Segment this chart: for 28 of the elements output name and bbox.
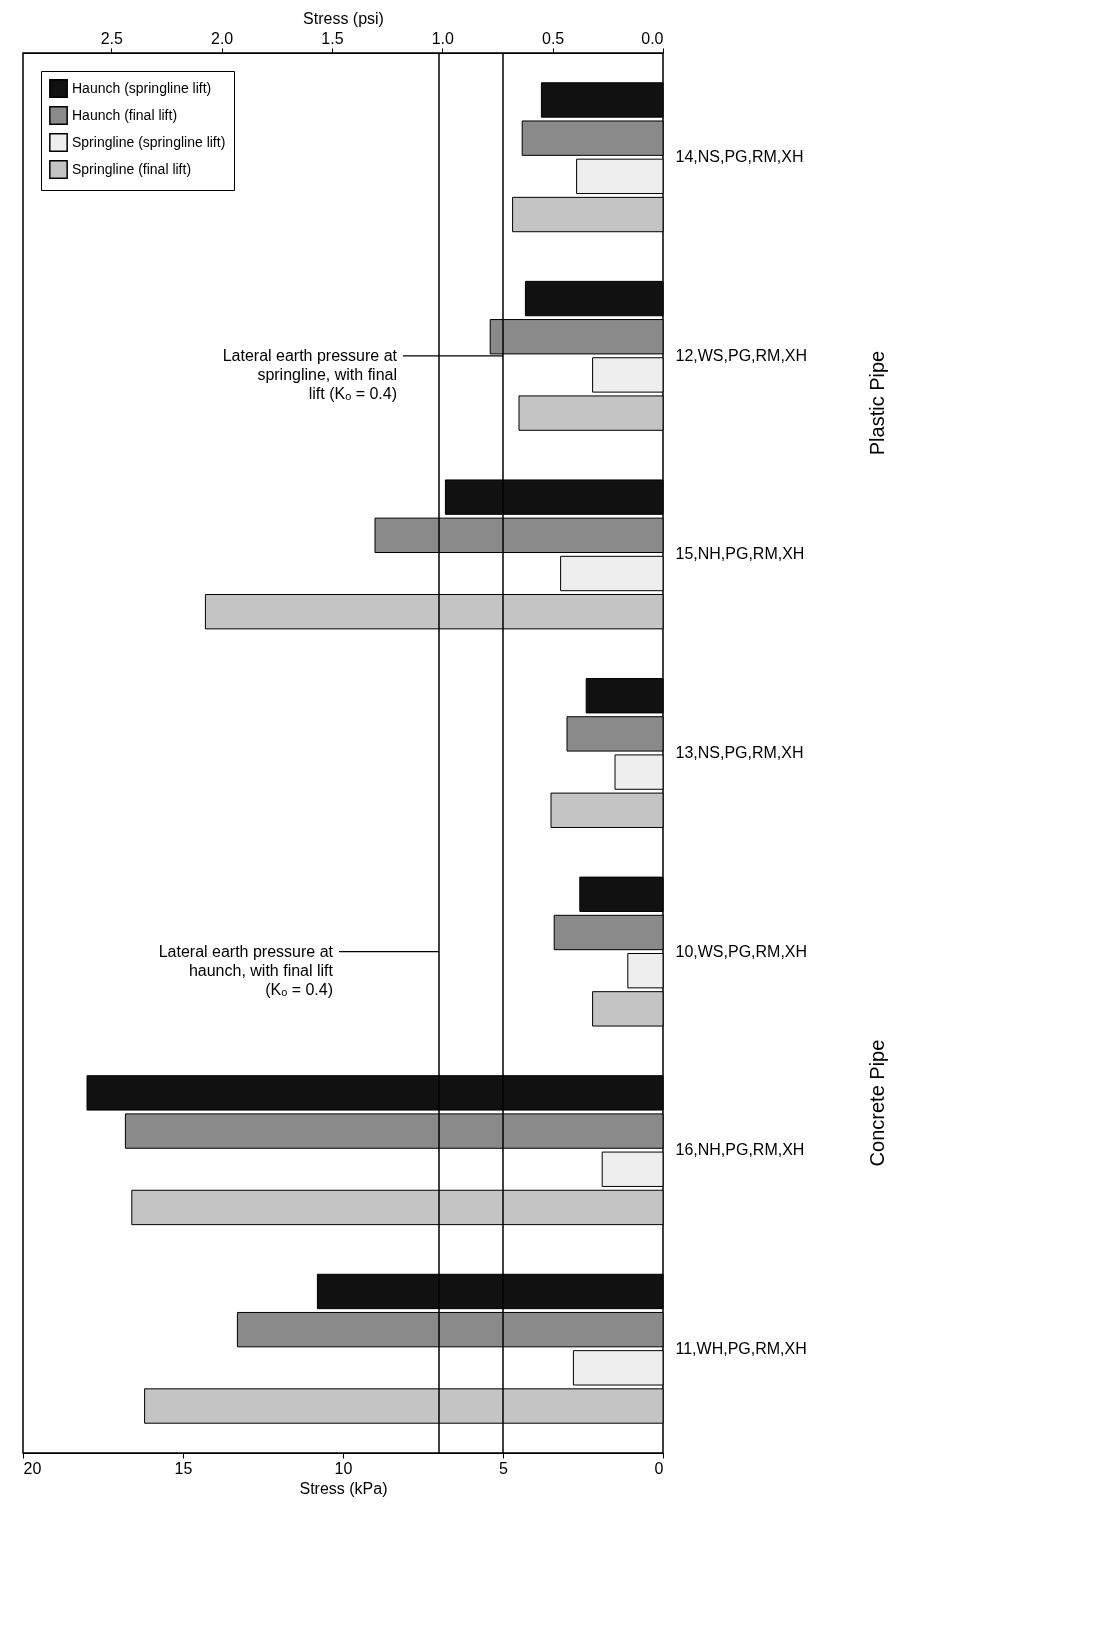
- y-tick-label: 16,NH,PG,RM,XH: [675, 1141, 805, 1159]
- x2-tick-label: 1.5: [321, 29, 344, 47]
- legend-label: Springline (final lift): [72, 160, 192, 177]
- annotation: Lateral earth pressure at haunch, with final lift (Kₒ = 0.4): [158, 942, 334, 998]
- legend-label: Springline (springline lift): [72, 133, 226, 150]
- x-tick-label: 0: [654, 1459, 664, 1477]
- x2-axis-title: Stress (psi): [303, 9, 384, 27]
- y-tick-label: 13,NS,PG,RM,XH: [675, 744, 804, 761]
- x2-tick-label: 2.0: [211, 29, 234, 47]
- x2-tick-label: 0.5: [542, 29, 565, 47]
- x-tick-label: 15: [174, 1459, 193, 1477]
- y-tick-label: 12,WS,PG,RM,XH: [675, 346, 808, 364]
- x2-tick-label: 1.0: [431, 29, 455, 47]
- x2-tick-label: 2.5: [100, 29, 123, 47]
- y-tick-label: 10,WS,PG,RM,XH: [675, 942, 808, 960]
- x-axis-title: Stress (kPa): [299, 1479, 388, 1497]
- text: Concrete Pipe: [866, 1039, 888, 1167]
- x-tick-label: 10: [334, 1459, 353, 1477]
- y-tick-label: 11,WH,PG,RM,XH: [675, 1339, 807, 1357]
- text: Plastic Pipe: [866, 350, 888, 456]
- legend-label: Haunch (final lift): [72, 106, 178, 123]
- y-tick-label: 15,NH,PG,RM,XH: [675, 545, 805, 563]
- annotation: Lateral earth pressure at springline, with final lift (Kₒ = 0.4): [222, 346, 398, 402]
- legend-label: Haunch (springline lift): [72, 79, 212, 96]
- x-tick-label: 20: [23, 1459, 42, 1477]
- x-tick-label: 5: [499, 1459, 509, 1477]
- x2-tick-label: 0.0: [641, 29, 664, 47]
- y-tick-label: 14,NS,PG,RM,XH: [675, 148, 804, 166]
